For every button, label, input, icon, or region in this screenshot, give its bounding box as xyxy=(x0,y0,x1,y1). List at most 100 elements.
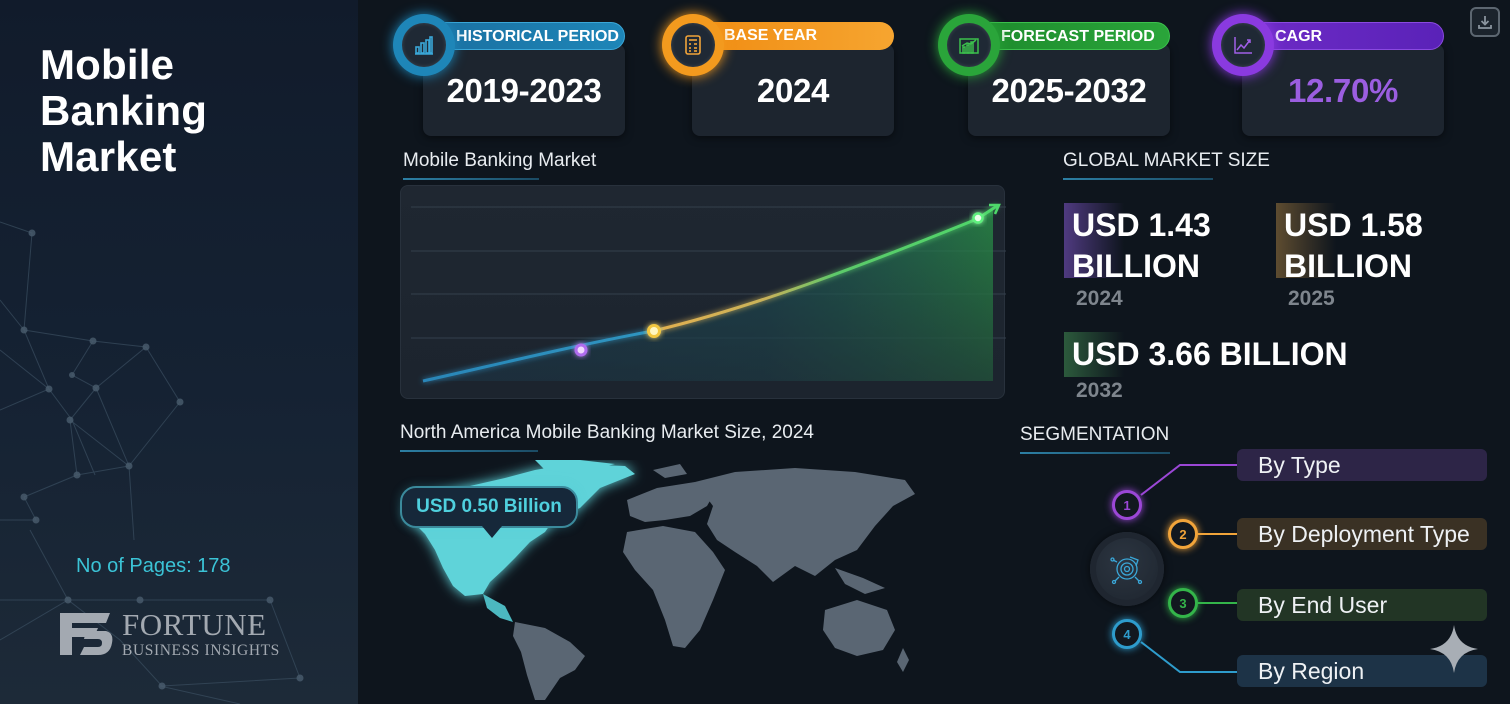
accent-highlight xyxy=(1064,203,1124,278)
market-size-year: 2024 xyxy=(1076,287,1123,310)
trend-chart-icon xyxy=(1234,37,1252,54)
stat-value: 2024 xyxy=(756,72,830,109)
segmentation-title-text: SEGMENTATION xyxy=(1020,424,1170,445)
regional-title-text: North America Mobile Banking Market Size… xyxy=(400,422,814,443)
download-button[interactable] xyxy=(1470,7,1500,37)
market-size-2024: USD 1.43 BILLION 2024 xyxy=(1064,203,1211,311)
greenland-shape xyxy=(535,460,615,474)
stat-card-forecast-period: FORECAST PERIOD 2025-2032 xyxy=(938,14,1178,136)
data-point-2024 xyxy=(574,343,588,357)
segment-number-2: 2 xyxy=(1168,519,1198,549)
icon-ring-inner xyxy=(671,23,715,67)
market-size-value: USD 1.58 BILLION xyxy=(1276,203,1423,287)
icon-ring xyxy=(1212,14,1274,76)
value-line-1: USD 1.43 xyxy=(1072,207,1211,243)
market-size-title: GLOBAL MARKET SIZE xyxy=(1063,150,1270,180)
new-zealand-shape xyxy=(897,648,909,672)
segment-number-3: 3 xyxy=(1168,588,1198,618)
north-america-value-callout: USD 0.50 Billion xyxy=(400,486,578,538)
stat-card-historical-period: HISTORICAL PERIOD 2019-2023 xyxy=(393,14,633,136)
oceania-region xyxy=(823,600,895,656)
card-body xyxy=(692,44,894,136)
market-size-year: 2032 xyxy=(1076,379,1123,402)
segment-by-type[interactable]: By Type xyxy=(1237,449,1487,481)
central-america-shape xyxy=(483,594,513,622)
connector-4 xyxy=(1140,641,1238,673)
segment-by-deployment-type[interactable]: By Deployment Type xyxy=(1237,518,1487,550)
title-underline xyxy=(1020,452,1170,454)
accent-highlight xyxy=(1276,203,1336,278)
market-size-value: USD 3.66 BILLION xyxy=(1072,336,1348,372)
icon-ring-inner xyxy=(947,23,991,67)
north-america-region xyxy=(405,464,635,596)
chart-title-text: Mobile Banking Market xyxy=(403,150,597,171)
network-background-graphic xyxy=(0,221,304,704)
title-underline xyxy=(400,450,538,452)
target-network-icon xyxy=(1110,556,1143,585)
segmentation-title: SEGMENTATION xyxy=(1020,424,1170,454)
calculator-icon xyxy=(685,35,701,55)
stat-label: HISTORICAL PERIOD xyxy=(423,22,625,50)
market-size-2032: USD 3.66 BILLION 2032 xyxy=(1064,332,1348,403)
arrow-head-icon xyxy=(989,203,1001,215)
segment-number-1: 1 xyxy=(1112,490,1142,520)
icon-ring xyxy=(393,14,455,76)
regional-section-title: North America Mobile Banking Market Size… xyxy=(400,422,814,452)
market-size-value: USD 1.43 BILLION xyxy=(1064,203,1211,287)
segment-by-end-user[interactable]: By End User xyxy=(1237,589,1487,621)
stat-value: 2025-2032 xyxy=(991,72,1147,109)
value-line-2: BILLION xyxy=(1284,248,1412,284)
download-icon xyxy=(1478,16,1492,29)
card-body xyxy=(968,44,1170,136)
title-line-3: Market xyxy=(40,133,177,180)
europe-region xyxy=(627,482,715,522)
data-point-2032 xyxy=(972,212,984,224)
market-size-year: 2025 xyxy=(1288,287,1335,310)
value-line-2: BILLION xyxy=(1072,248,1200,284)
fortune-logo-icon xyxy=(60,613,113,655)
segmentation-connectors xyxy=(1140,464,1238,673)
accent-highlight xyxy=(1064,332,1124,377)
icon-ring-inner xyxy=(1221,23,1265,67)
africa-region xyxy=(623,526,725,648)
icon-ring-inner xyxy=(402,23,446,67)
title-underline xyxy=(403,178,539,180)
scandinavia-shape xyxy=(653,464,687,478)
market-size-2025: USD 1.58 BILLION 2025 xyxy=(1276,203,1423,311)
stat-label: BASE YEAR xyxy=(692,22,894,50)
page-count: No of Pages: 178 xyxy=(76,555,231,577)
stat-value: 12.70% xyxy=(1287,72,1399,109)
stat-card-cagr: CAGR 12.70% xyxy=(1212,14,1452,136)
bar-chart-icon xyxy=(415,36,433,55)
area-fade xyxy=(423,210,993,381)
stat-value: 2019-2023 xyxy=(446,72,602,109)
sparkle-icon xyxy=(1430,625,1478,673)
company-logo: FORTUNE BUSINESS INSIGHTS xyxy=(58,607,280,660)
stat-label: FORECAST PERIOD xyxy=(968,22,1170,50)
growth-chart xyxy=(400,185,1006,399)
icon-ring xyxy=(662,14,724,76)
value-line-1: USD 1.58 xyxy=(1284,207,1423,243)
segment-by-region[interactable]: By Region xyxy=(1237,655,1487,687)
growth-chart-icon xyxy=(959,38,979,54)
stat-label: CAGR xyxy=(1242,22,1444,50)
title-line-2: Banking xyxy=(40,87,208,134)
segmentation-hub xyxy=(1090,532,1164,606)
logo-line-2: BUSINESS INSIGHTS xyxy=(122,642,280,660)
asia-region xyxy=(695,468,915,582)
logo-line-1: FORTUNE xyxy=(122,607,267,643)
growth-chart-plot xyxy=(411,203,1006,383)
title-line-1: Mobile xyxy=(40,41,175,88)
southeast-asia-islands-shape xyxy=(835,568,885,594)
icon-ring xyxy=(938,14,1000,76)
south-america-region xyxy=(513,622,585,700)
market-size-title-text: GLOBAL MARKET SIZE xyxy=(1063,150,1270,171)
trend-line xyxy=(422,204,998,383)
report-title: Mobile Banking Market xyxy=(40,42,207,180)
stat-card-base-year: BASE YEAR 2024 xyxy=(662,14,902,136)
chart-section-title: Mobile Banking Market xyxy=(403,150,597,180)
title-underline xyxy=(1063,178,1213,180)
report-sidebar: Mobile Banking Market No of Pages: 178 F… xyxy=(0,0,358,704)
segment-number-4: 4 xyxy=(1112,619,1142,649)
connector-1 xyxy=(1140,464,1238,496)
